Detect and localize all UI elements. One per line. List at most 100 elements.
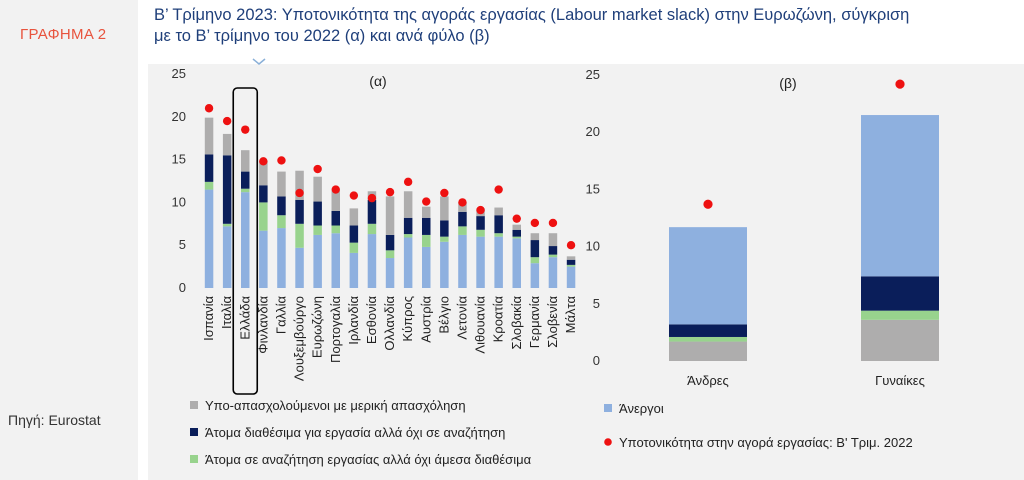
bar-segment-seeking_not_available: [530, 257, 540, 264]
bar-segment-unemployed: [331, 233, 340, 288]
marker-2022: [422, 197, 431, 206]
category-label-a: Πορτογαλία: [328, 296, 343, 363]
bar-segment-available_not_seeking: [313, 201, 322, 226]
legend-swatch-marker_2022: [604, 438, 612, 446]
title-accent-caret-icon: [252, 58, 266, 65]
category-label-a: Ολλανδία: [382, 296, 397, 351]
bar-segment-underemployed: [349, 208, 359, 226]
y-tick-label-a: 25: [172, 66, 186, 81]
bar-segment-underemployed: [440, 196, 449, 221]
y-tick-label-b: 20: [586, 124, 600, 139]
bar-segment-available_not_seeking: [566, 259, 576, 265]
bar-segment-available_not_seeking: [458, 211, 467, 227]
bar-segment-available_not_seeking: [861, 276, 939, 311]
bar-segment-unemployed: [403, 237, 413, 288]
legend-swatch-seeking_not_available: [190, 455, 198, 463]
bar-segment-seeking_not_available: [204, 181, 214, 190]
bar-segment-available_not_seeking: [476, 216, 485, 230]
category-label-a: Ισπανία: [201, 296, 216, 341]
bar-segment-underemployed: [861, 319, 939, 361]
category-label-a: Ευρωζώνη: [310, 296, 325, 358]
bar-segment-seeking_not_available: [403, 234, 413, 238]
bar-segment-unemployed: [295, 247, 304, 288]
chart-title-line-2: με το Β’ τρίμηνο του 2022 (α) και ανά φύ…: [154, 27, 490, 45]
bar-segment-seeking_not_available: [295, 223, 304, 248]
bar-segment-available_not_seeking: [403, 217, 413, 235]
category-label-a: Λετονία: [454, 296, 469, 340]
bar-segment-seeking_not_available: [861, 310, 939, 320]
panel-title-b: (β): [779, 75, 796, 91]
bar-segment-underemployed: [422, 206, 431, 218]
bar-segment-underemployed: [566, 256, 576, 260]
bar-segment-seeking_not_available: [331, 225, 340, 234]
bar-segment-underemployed: [295, 170, 304, 200]
marker-2022: [259, 157, 268, 166]
y-tick-label-a: 5: [179, 237, 186, 252]
marker-2022: [295, 188, 304, 198]
bar-segment-unemployed: [440, 241, 449, 288]
bar-segment-seeking_not_available: [494, 233, 503, 237]
bar-segment-available_not_seeking: [295, 199, 304, 224]
bar-segment-seeking_not_available: [313, 225, 322, 235]
bar-segment-seeking_not_available: [566, 264, 576, 267]
marker-2022: [458, 198, 467, 207]
marker-2022: [241, 125, 250, 134]
source-note: Πηγή: Eurostat: [8, 412, 101, 428]
category-label-a: Γαλλία: [273, 296, 288, 335]
bar-segment-available_not_seeking: [259, 185, 268, 203]
bar-segment-underemployed: [241, 150, 250, 172]
bar-segment-available_not_seeking: [548, 246, 558, 255]
y-tick-label-b: 10: [586, 239, 600, 254]
marker-2022: [204, 104, 214, 113]
bar-segment-seeking_not_available: [476, 229, 485, 237]
marker-2022: [548, 218, 558, 228]
bar-segment-unemployed: [367, 234, 377, 288]
bar-segment-available_not_seeking: [440, 220, 449, 237]
category-label-a: Λουξεμβούργο: [292, 296, 307, 381]
category-label-a: Αυστρία: [418, 296, 433, 343]
bar-segment-available_not_seeking: [385, 234, 395, 251]
legend-label-available_not_seeking: Άτομα διαθέσιμα για εργασία αλλά όχι σε …: [205, 425, 505, 440]
category-label-a: Σλοβακία: [509, 296, 524, 350]
marker-2022: [403, 177, 413, 187]
bar-segment-seeking_not_available: [349, 242, 359, 253]
category-label-a: Ιταλία: [219, 296, 234, 329]
category-label-b: Γυναίκες: [875, 373, 925, 388]
y-tick-label-a: 15: [172, 152, 186, 167]
marker-2022: [367, 193, 377, 203]
bar-segment-seeking_not_available: [241, 188, 250, 193]
legend-label-underemployed: Υπο-απασχολούμενοι με μερική απασχόληση: [205, 398, 466, 413]
bar-segment-unemployed: [422, 246, 431, 288]
bar-segment-available_not_seeking: [241, 171, 250, 189]
category-label-a: Φινλανδία: [255, 296, 270, 354]
bar-segment-seeking_not_available: [367, 223, 377, 235]
bar-segment-unemployed: [241, 192, 250, 288]
side-panel: ΓΡΑΦΗΜΑ 2 Πηγή: Eurostat: [0, 0, 138, 480]
legend-swatch-underemployed: [190, 401, 198, 409]
bar-segment-underemployed: [530, 233, 540, 241]
bar-segment-available_not_seeking: [222, 155, 232, 224]
marker-2022: [512, 214, 521, 223]
category-label-a: Κύπρος: [400, 296, 415, 342]
marker-2022: [530, 218, 540, 228]
bar-segment-underemployed: [548, 233, 558, 247]
figure-label: ΓΡΑΦΗΜΑ 2: [20, 26, 107, 43]
bar-segment-seeking_not_available: [440, 236, 449, 242]
category-label-b: Άνδρες: [687, 373, 729, 388]
category-label-a: Βέλγιο: [436, 296, 451, 334]
bar-segment-seeking_not_available: [512, 236, 521, 239]
marker-2022: [313, 164, 322, 174]
bar-segment-seeking_not_available: [259, 202, 268, 231]
bar-segment-available_not_seeking: [494, 215, 503, 234]
bar-segment-unemployed: [259, 230, 268, 288]
category-label-a: Λιθουανία: [473, 296, 488, 354]
bar-segment-underemployed: [204, 117, 214, 155]
category-label-a: Γερμανία: [527, 296, 542, 349]
bar-segment-unemployed: [458, 234, 467, 288]
bar-segment-available_not_seeking: [349, 225, 359, 243]
category-label-a: Ελλάδα: [237, 296, 252, 340]
marker-2022: [703, 199, 713, 209]
bar-segment-underemployed: [277, 171, 286, 197]
legend-label-marker_2022: Υποτονικότητα στην αγορά εργασίας: Β' Τρ…: [619, 435, 913, 450]
panel-title-a: (α): [369, 73, 386, 89]
